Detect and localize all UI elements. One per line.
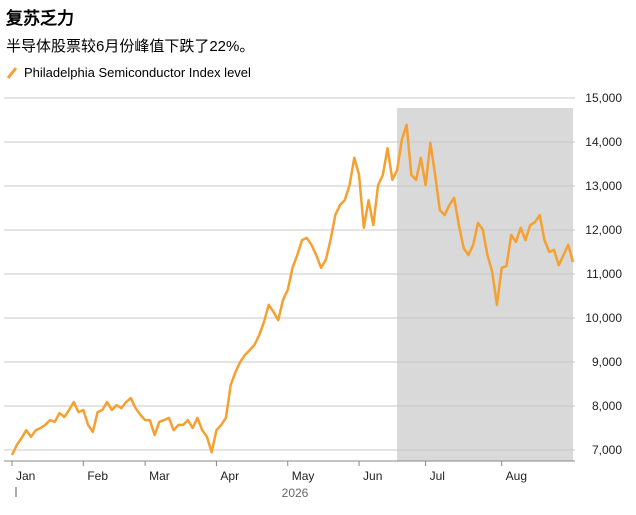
x-tick-label: Mar [149, 469, 170, 483]
y-tick-label: 10,000 [585, 311, 622, 325]
y-tick-label: 11,000 [586, 267, 622, 281]
y-tick-label: 14,000 [585, 135, 622, 149]
shaded-region [397, 108, 573, 461]
x-tick-label: Feb [87, 469, 108, 483]
chart-subtitle: 半导体股票较6月份峰值下跌了22%。 [6, 37, 254, 55]
y-tick-label: 12,000 [585, 223, 622, 237]
legend-swatch [6, 67, 18, 79]
year-label: 2026 [282, 486, 309, 500]
series-line [10, 123, 575, 456]
chart-title: 复苏乏力 [5, 8, 74, 28]
legend-label: Philadelphia Semiconductor Index level [24, 65, 251, 80]
y-tick-label: 9,000 [592, 355, 622, 369]
x-tick-label: Jun [363, 469, 382, 483]
x-tick-label: Jul [430, 469, 445, 483]
y-tick-label: 7,000 [592, 443, 622, 457]
x-tick-label: Jan [16, 469, 35, 483]
x-tick-label: Aug [506, 469, 527, 483]
x-tick-label: May [292, 469, 315, 483]
y-tick-label: 13,000 [585, 179, 622, 193]
y-tick-label: 8,000 [592, 399, 622, 413]
x-tick-label: Apr [220, 469, 239, 483]
y-tick-label: 15,000 [585, 91, 622, 105]
